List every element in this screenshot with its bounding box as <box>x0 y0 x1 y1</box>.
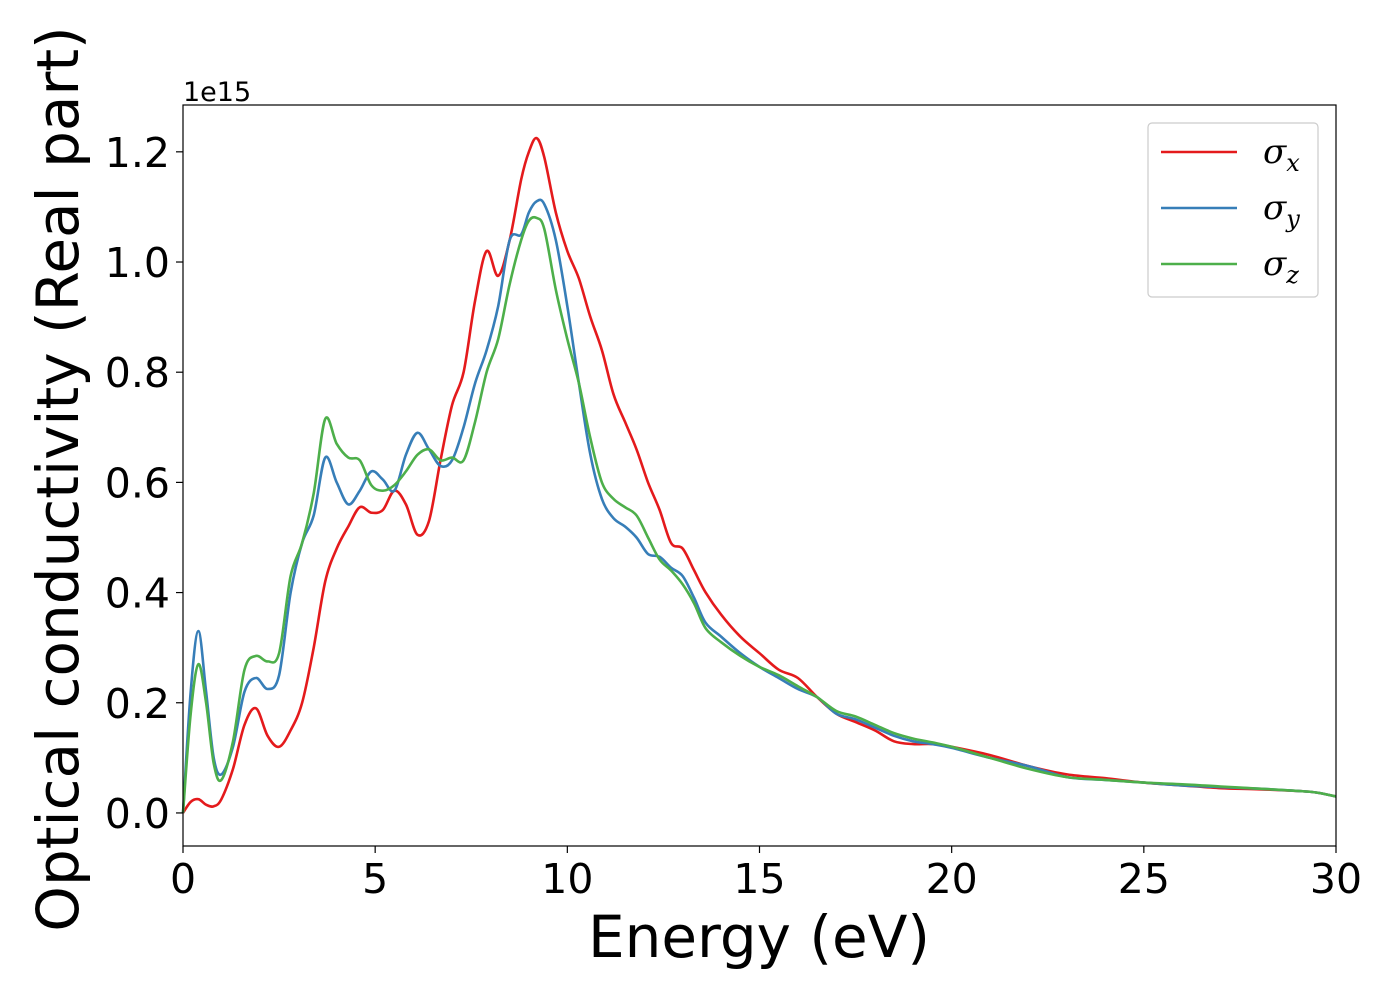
legend-label-sigma-z: σz <box>1263 244 1299 289</box>
x-tick-label: 30 <box>1310 855 1362 903</box>
x-axis-label: Energy (eV) <box>588 903 930 971</box>
legend-box <box>1147 122 1319 298</box>
y-axis-ticks: 0.0 0.2 0.4 0.6 0.8 1.0 1.2 <box>105 129 183 838</box>
y-tick-label: 0.4 <box>105 570 170 618</box>
x-tick-label: 0 <box>170 855 196 903</box>
x-tick-label: 25 <box>1118 855 1170 903</box>
series-line-sigma-y <box>181 198 1337 813</box>
x-tick-label: 15 <box>733 855 785 903</box>
y-offset-label: 1e15 <box>183 77 251 108</box>
y-axis-label: Optical conductivity (Real part) <box>24 26 92 931</box>
y-tick-label: 0.8 <box>105 349 170 397</box>
y-tick-label: 0.2 <box>105 680 170 728</box>
y-tick-label: 1.2 <box>105 129 170 177</box>
x-tick-label: 20 <box>926 855 978 903</box>
x-tick-label: 5 <box>362 855 388 903</box>
series-line-sigma-z <box>181 215 1337 814</box>
x-tick-label: 10 <box>541 855 593 903</box>
y-tick-label: 0.6 <box>105 459 170 507</box>
series-lines <box>181 136 1337 814</box>
x-axis-ticks: 0 5 10 15 20 25 30 <box>170 846 1362 903</box>
y-tick-label: 0.0 <box>105 790 170 838</box>
y-tick-label: 1.0 <box>105 239 170 287</box>
